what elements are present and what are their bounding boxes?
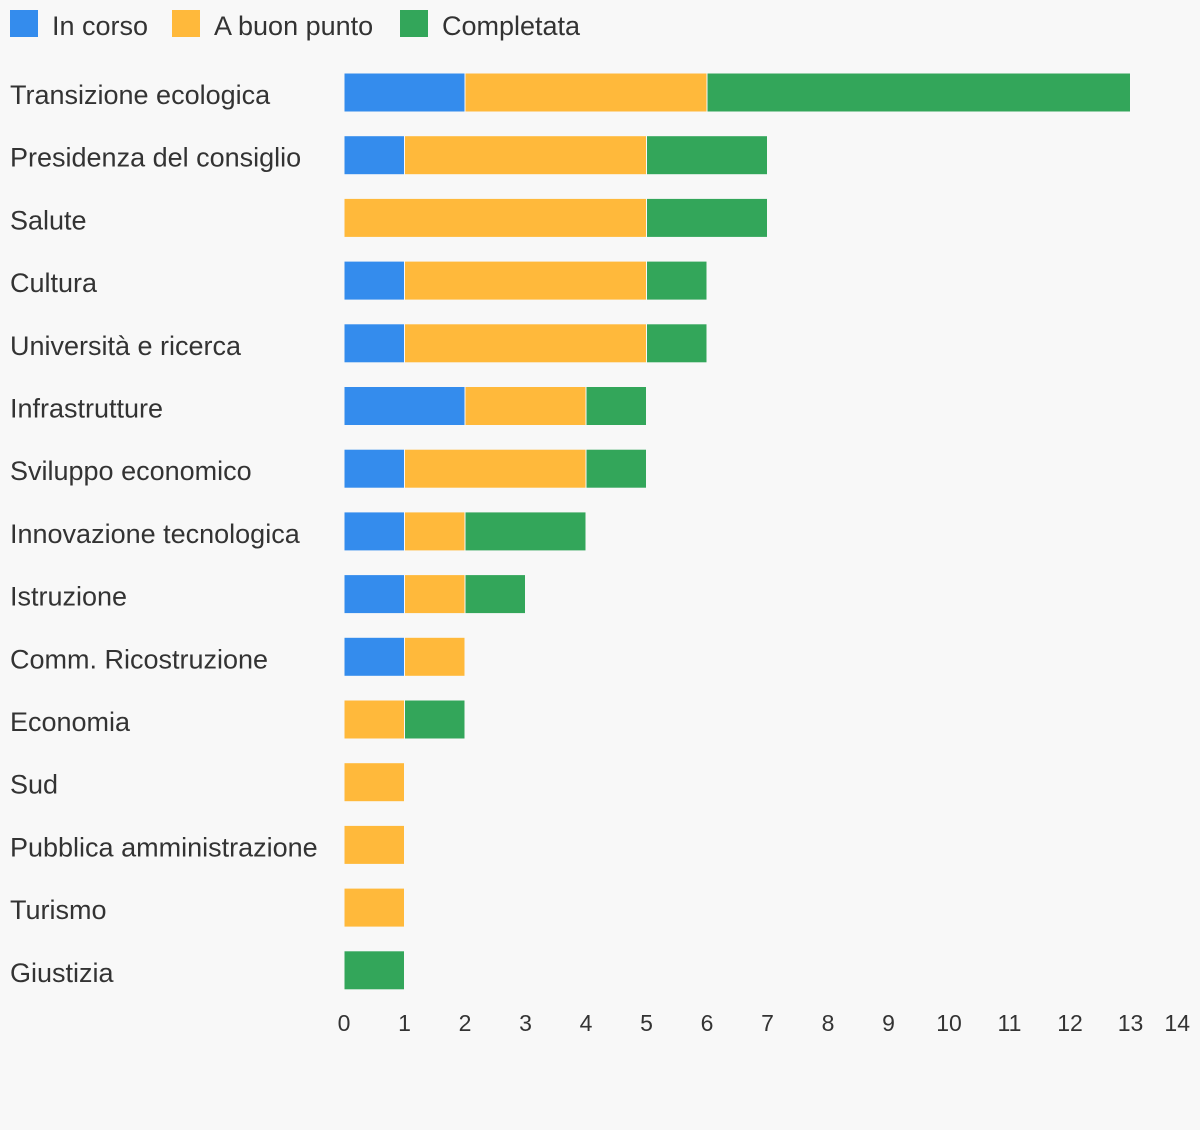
bar-segment-in-corso (343, 448, 405, 489)
legend-swatch-in-corso (10, 10, 38, 37)
legend-label-in-corso: In corso (52, 11, 148, 41)
x-tick-label: 10 (936, 1010, 962, 1036)
bar-segment-in-corso (343, 323, 405, 364)
category-label: Infrastrutture (10, 394, 163, 424)
x-tick-label: 13 (1118, 1010, 1144, 1036)
bar-segment-a-buon-punto (404, 511, 466, 552)
x-tick-label: 11 (998, 1010, 1022, 1036)
bar-segment-in-corso (343, 260, 405, 301)
category-label: Sud (10, 770, 58, 800)
bar-segment-completata (464, 511, 587, 552)
bar-segment-completata (404, 699, 466, 740)
bar-segment-a-buon-punto (343, 197, 647, 238)
x-tick-label: 4 (580, 1010, 593, 1036)
bar-segment-completata (585, 386, 647, 426)
bar-segment-in-corso (343, 135, 405, 176)
bar-segment-completata (343, 950, 405, 991)
x-tick-label: 6 (701, 1010, 714, 1036)
bar-segment-a-buon-punto (404, 260, 647, 301)
x-tick-label: 12 (1057, 1010, 1083, 1036)
bar-segment-in-corso (343, 72, 466, 113)
category-labels: Transizione ecologica Presidenza del cons… (10, 80, 318, 988)
x-tick-label: 14 (1164, 1010, 1190, 1036)
x-axis: 0 1 2 3 4 5 6 7 8 9 10 11 12 13 14 (338, 1010, 1191, 1036)
bar-segment-a-buon-punto (404, 636, 466, 677)
bar-segment-a-buon-punto (343, 762, 405, 803)
bar-segment-a-buon-punto (404, 323, 647, 364)
bar-segment-in-corso (343, 636, 405, 677)
legend-label-completata: Completata (442, 11, 581, 41)
bar-segment-in-corso (343, 511, 405, 552)
bar-segment-completata (646, 135, 768, 176)
category-label: Transizione ecologica (10, 80, 271, 110)
bars (343, 72, 1131, 991)
legend-swatch-completata (400, 10, 428, 37)
bar-segment-a-buon-punto (404, 448, 587, 489)
bar-segment-a-buon-punto (464, 386, 587, 426)
category-label: Università e ricerca (10, 331, 242, 361)
bar-segment-completata (464, 574, 526, 615)
category-label: Pubblica amministrazione (10, 832, 318, 862)
category-label: Comm. Ricostruzione (10, 644, 268, 674)
legend-label-a-buon-punto: A buon punto (214, 11, 373, 41)
bar-segment-completata (646, 260, 708, 301)
category-label: Cultura (10, 268, 98, 298)
bar-segment-a-buon-punto (464, 72, 708, 113)
category-label: Salute (10, 205, 87, 235)
chart-legend: In corso A buon punto Completata (10, 10, 581, 41)
category-label: Economia (10, 707, 131, 737)
x-tick-label: 1 (398, 1010, 411, 1036)
bar-segment-completata (646, 197, 768, 238)
bar-segment-a-buon-punto (343, 887, 405, 928)
category-label: Sviluppo economico (10, 456, 252, 486)
x-tick-label: 2 (459, 1010, 472, 1036)
category-label: Giustizia (10, 958, 115, 988)
bar-segment-a-buon-punto (343, 824, 405, 865)
x-tick-label: 9 (882, 1010, 895, 1036)
bar-segment-a-buon-punto (404, 574, 466, 615)
x-tick-label: 8 (822, 1010, 835, 1036)
category-label: Presidenza del consiglio (10, 143, 301, 173)
x-tick-label: 5 (640, 1010, 653, 1036)
bar-segment-completata (706, 72, 1131, 113)
category-label: Turismo (10, 895, 107, 925)
x-tick-label: 7 (761, 1010, 774, 1036)
bar-segment-in-corso (343, 574, 405, 615)
bar-segment-a-buon-punto (404, 135, 647, 176)
x-tick-label: 0 (338, 1010, 351, 1036)
bar-segment-completata (585, 448, 647, 489)
legend-swatch-a-buon-punto (172, 10, 200, 37)
category-label: Istruzione (10, 582, 127, 612)
x-tick-label: 3 (519, 1010, 532, 1036)
bar-segment-in-corso (343, 386, 466, 426)
category-label: Innovazione tecnologica (10, 519, 301, 549)
bar-segment-completata (646, 323, 708, 364)
bar-segment-a-buon-punto (343, 699, 405, 740)
